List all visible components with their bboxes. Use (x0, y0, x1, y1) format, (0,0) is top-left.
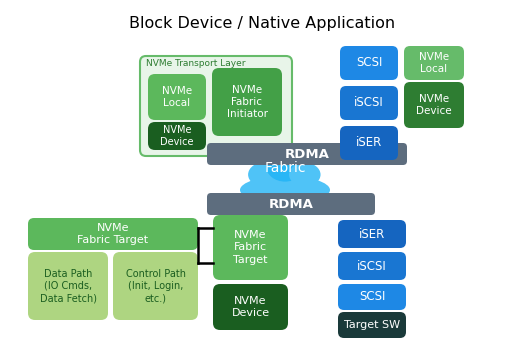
FancyBboxPatch shape (207, 193, 375, 215)
FancyBboxPatch shape (148, 122, 206, 150)
FancyBboxPatch shape (113, 252, 198, 320)
Text: NVMe
Device: NVMe Device (416, 94, 452, 116)
Text: NVMe
Fabric
Initiator: NVMe Fabric Initiator (226, 85, 267, 119)
Ellipse shape (248, 162, 282, 187)
FancyBboxPatch shape (404, 46, 464, 80)
Text: NVMe
Fabric
Target: NVMe Fabric Target (233, 230, 268, 265)
FancyBboxPatch shape (148, 74, 206, 120)
FancyBboxPatch shape (338, 220, 406, 248)
Text: Fabric: Fabric (264, 161, 305, 175)
FancyBboxPatch shape (140, 56, 292, 156)
Text: Control Path
(Init, Login,
etc.): Control Path (Init, Login, etc.) (126, 269, 185, 303)
Ellipse shape (240, 176, 330, 204)
Text: Block Device / Native Application: Block Device / Native Application (129, 16, 395, 31)
FancyBboxPatch shape (213, 215, 288, 280)
Text: Data Path
(IO Cmds,
Data Fetch): Data Path (IO Cmds, Data Fetch) (39, 269, 96, 303)
Text: iSER: iSER (356, 136, 382, 150)
Text: SCSI: SCSI (356, 56, 382, 70)
Text: NVMe
Local: NVMe Local (162, 86, 192, 108)
FancyBboxPatch shape (28, 252, 108, 320)
FancyBboxPatch shape (340, 126, 398, 160)
Text: SCSI: SCSI (359, 291, 385, 303)
Text: RDMA: RDMA (269, 198, 313, 211)
Text: Target SW: Target SW (344, 320, 400, 330)
Ellipse shape (266, 151, 304, 182)
FancyBboxPatch shape (404, 82, 464, 128)
FancyBboxPatch shape (340, 86, 398, 120)
FancyBboxPatch shape (213, 284, 288, 330)
FancyBboxPatch shape (338, 284, 406, 310)
Text: NVMe
Device: NVMe Device (160, 125, 194, 147)
Text: iSER: iSER (359, 228, 385, 240)
Text: NVMe
Fabric Target: NVMe Fabric Target (78, 223, 149, 245)
FancyBboxPatch shape (28, 218, 198, 250)
Text: NVMe
Local: NVMe Local (419, 52, 449, 74)
Text: NVMe
Device: NVMe Device (232, 296, 269, 318)
FancyBboxPatch shape (340, 46, 398, 80)
FancyBboxPatch shape (212, 68, 282, 136)
FancyBboxPatch shape (338, 312, 406, 338)
Text: NVMe Transport Layer: NVMe Transport Layer (146, 60, 246, 69)
Text: RDMA: RDMA (285, 148, 330, 160)
FancyBboxPatch shape (338, 252, 406, 280)
Ellipse shape (289, 163, 321, 187)
Text: iSCSI: iSCSI (354, 96, 384, 110)
Text: iSCSI: iSCSI (357, 260, 387, 272)
FancyBboxPatch shape (207, 143, 407, 165)
